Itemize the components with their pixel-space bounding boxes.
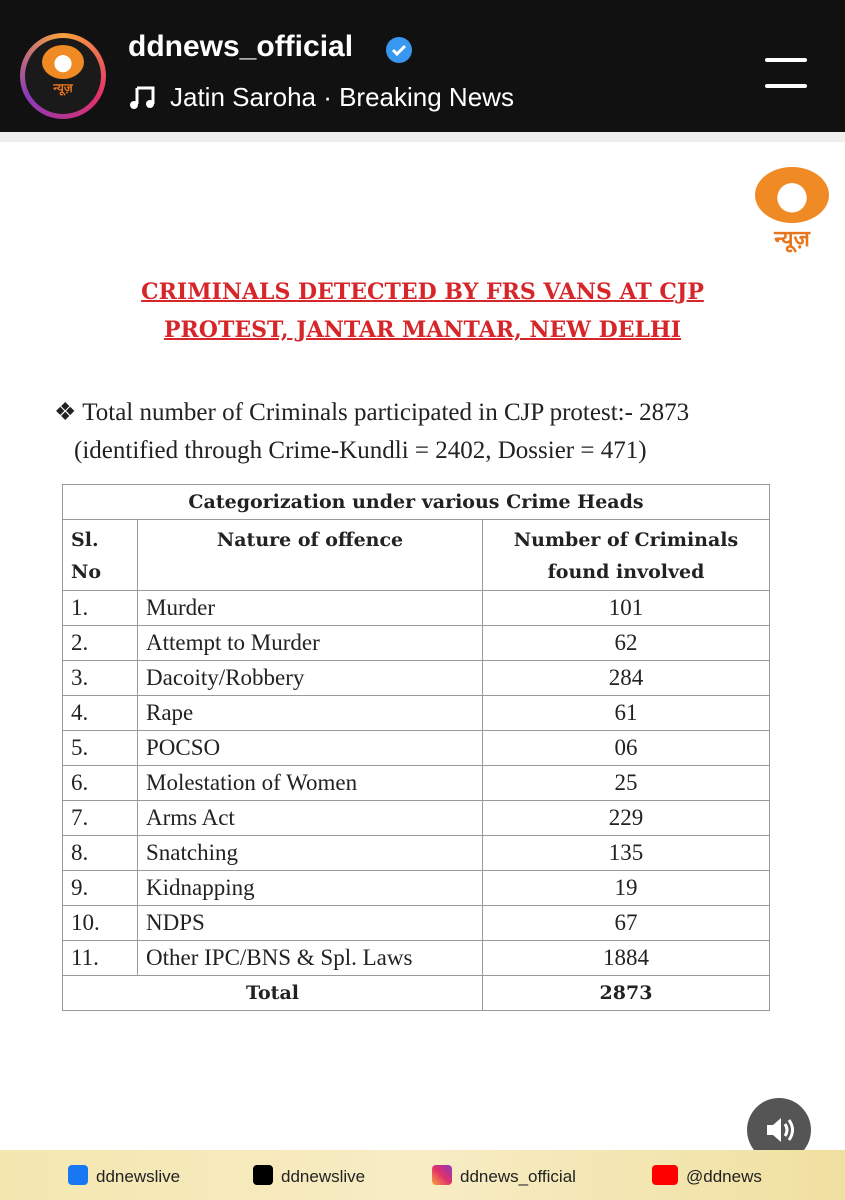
serial-cell: 1. bbox=[62, 590, 138, 626]
table-caption: Categorization under various Crime Heads bbox=[62, 484, 770, 520]
serial-cell: 11. bbox=[62, 940, 138, 976]
x-handle: ddnewslive bbox=[281, 1167, 366, 1186]
column-header: Sl. No bbox=[62, 519, 138, 591]
count-cell: 25 bbox=[482, 765, 770, 801]
account-name[interactable]: ddnews_official bbox=[128, 30, 354, 63]
header-line: No bbox=[71, 561, 102, 583]
count-cell: 135 bbox=[482, 835, 770, 871]
table-row: 8. Snatching 135 bbox=[62, 835, 770, 871]
header-row: Sl. No Nature of offence Number of Criminal… bbox=[62, 519, 770, 591]
serial-cell: 2. bbox=[62, 625, 138, 661]
column-header: Nature of offence bbox=[137, 519, 483, 591]
header-line: Sl. bbox=[71, 529, 99, 551]
total-value: 2873 bbox=[482, 975, 770, 1011]
table-row: 2. Attempt to Murder 62 bbox=[62, 625, 770, 661]
offence-cell: Molestation of Women bbox=[137, 765, 483, 801]
table-row: 4. Rape 61 bbox=[62, 695, 770, 731]
table-row: 3. Dacoity/Robbery 284 bbox=[62, 660, 770, 696]
table-row: 10. NDPS 67 bbox=[62, 905, 770, 941]
serial-cell: 10. bbox=[62, 905, 138, 941]
count-cell: 06 bbox=[482, 730, 770, 766]
count-cell: 284 bbox=[482, 660, 770, 696]
bullet: ❖ bbox=[54, 399, 83, 426]
count-cell: 67 bbox=[482, 905, 770, 941]
summary-line: ❖ Total number of Criminals participated… bbox=[54, 397, 689, 427]
serial-cell: 7. bbox=[62, 800, 138, 836]
total-row: Total 2873 bbox=[62, 975, 770, 1011]
verified-badge bbox=[386, 37, 412, 63]
column-header: Number of Criminals found involved bbox=[482, 519, 770, 591]
audio-label[interactable]: Jatin Saroha · Breaking News bbox=[170, 82, 514, 112]
serial-cell: 5. bbox=[62, 730, 138, 766]
serial-cell: 6. bbox=[62, 765, 138, 801]
offence-cell: Murder bbox=[137, 590, 483, 626]
instagram-handle: ddnews_official bbox=[460, 1167, 576, 1186]
youtube-icon bbox=[652, 1165, 678, 1185]
serial-cell: 8. bbox=[62, 835, 138, 871]
header-line: Nature of offence bbox=[216, 529, 404, 551]
offence-cell: Snatching bbox=[137, 835, 483, 871]
logo-text: न्यूज़ bbox=[774, 226, 810, 251]
count-cell: 101 bbox=[482, 590, 770, 626]
table-row: 11. Other IPC/BNS & Spl. Laws 1884 bbox=[62, 940, 770, 976]
offence-cell: NDPS bbox=[137, 905, 483, 941]
serial-cell: 3. bbox=[62, 660, 138, 696]
offence-cell: POCSO bbox=[137, 730, 483, 766]
instagram-icon bbox=[432, 1165, 452, 1185]
offence-cell: Dacoity/Robbery bbox=[137, 660, 483, 696]
count-cell: 62 bbox=[482, 625, 770, 661]
table-row: 9. Kidnapping 19 bbox=[62, 870, 770, 906]
header-line: found involved bbox=[547, 561, 705, 583]
summary-text: Total number of Criminals participated i… bbox=[82, 399, 690, 426]
serial-cell: 9. bbox=[62, 870, 138, 906]
summary-line: (identified through Crime-Kundli = 2402,… bbox=[74, 437, 647, 464]
offence-cell: Arms Act bbox=[137, 800, 483, 836]
count-cell: 1884 bbox=[482, 940, 770, 976]
avatar-logo: न्यूज़ bbox=[33, 45, 93, 96]
facebook-icon bbox=[68, 1165, 88, 1185]
menu-button[interactable] bbox=[765, 58, 807, 110]
table-row: 6. Molestation of Women 25 bbox=[62, 765, 770, 801]
offence-cell: Kidnapping bbox=[137, 870, 483, 906]
crime-table: Categorization under various Crime Heads… bbox=[62, 484, 770, 1011]
offence-cell: Rape bbox=[137, 695, 483, 731]
music-icon bbox=[130, 86, 155, 109]
logo-text: न्यूज़ bbox=[53, 81, 73, 95]
facebook-handle: ddnewslive bbox=[96, 1167, 181, 1186]
top-bar: न्यूज़ ddnews_official Jatin Saroha · Br… bbox=[0, 0, 845, 132]
doc-title: PROTEST, JANTAR MANTAR, NEW DELHI bbox=[163, 317, 682, 343]
offence-cell: Attempt to Murder bbox=[137, 625, 483, 661]
table-row: 5. POCSO 06 bbox=[62, 730, 770, 766]
doc-title: CRIMINALS DETECTED BY FRS VANS AT CJP bbox=[141, 279, 704, 305]
table-row: 1. Murder 101 bbox=[62, 590, 770, 626]
count-cell: 19 bbox=[482, 870, 770, 906]
serial-cell: 4. bbox=[62, 695, 138, 731]
table-row: 7. Arms Act 229 bbox=[62, 800, 770, 836]
count-cell: 61 bbox=[482, 695, 770, 731]
footer-bar: ddnewslive ddnewslive ddnews_official @d… bbox=[0, 1150, 845, 1200]
offence-cell: Other IPC/BNS & Spl. Laws bbox=[137, 940, 483, 976]
total-label: Total bbox=[62, 975, 483, 1011]
count-cell: 229 bbox=[482, 800, 770, 836]
avatar[interactable]: न्यूज़ bbox=[20, 33, 106, 119]
header-line: Number of Criminals bbox=[513, 529, 739, 551]
x-icon bbox=[253, 1165, 273, 1185]
doc-logo: न्यूज़ bbox=[752, 167, 832, 253]
youtube-handle: @ddnews bbox=[686, 1167, 762, 1186]
